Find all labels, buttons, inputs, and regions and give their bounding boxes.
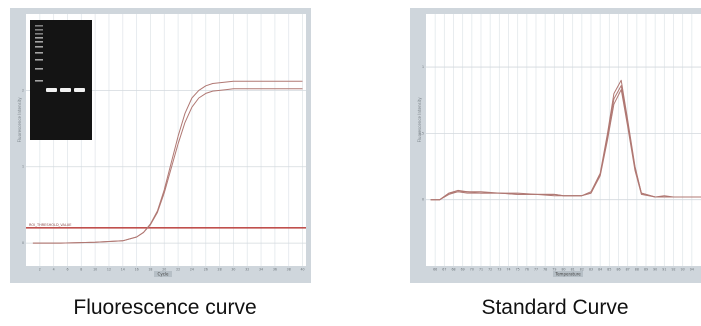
x-tick-label: 92 <box>671 268 675 272</box>
x-axis-ticks: 2 4 6 8 10 12 14 16 18 20 22 24 26 28 30 32 34 36 38 40 <box>39 268 305 272</box>
gel-ladder-lane <box>35 25 43 82</box>
gel-ladder-band <box>35 46 43 48</box>
y-tick-label: 0 <box>22 241 24 245</box>
x-axis-ticks: 66 67 68 69 70 71 72 73 74 75 76 77 78 79 80 81 82 83 84 85… <box>433 268 694 272</box>
x-tick-label: 76 <box>525 268 529 272</box>
x-tick-label: 22 <box>176 268 180 272</box>
y-tick-label: 0 <box>422 198 424 202</box>
gel-sample-band <box>74 88 85 92</box>
x-axis-label: Cycle <box>158 272 169 277</box>
x-tick-label: 90 <box>653 268 657 272</box>
x-tick-label: 67 <box>442 268 446 272</box>
x-tick-label: 73 <box>497 268 501 272</box>
gel-sample-bands <box>46 88 85 92</box>
y-axis-label: Fluorescence Intensity <box>417 97 422 143</box>
x-tick-label: 34 <box>259 268 263 272</box>
gel-image-inset <box>30 20 92 140</box>
gel-ladder-band <box>35 37 43 39</box>
x-tick-label: 36 <box>273 268 277 272</box>
x-tick-label: 68 <box>451 268 455 272</box>
y-tick-label: 2 <box>22 88 24 92</box>
x-tick-label: 26 <box>204 268 208 272</box>
x-tick-label: 32 <box>245 268 249 272</box>
x-axis-label: Temperature <box>554 272 581 277</box>
x-axis-label-box <box>154 271 172 277</box>
x-tick-label: 86 <box>616 268 620 272</box>
x-tick-label: 77 <box>534 268 538 272</box>
x-tick-label: 91 <box>662 268 666 272</box>
grid <box>426 14 701 266</box>
x-axis-label-box <box>553 271 583 277</box>
series-lines <box>430 79 701 201</box>
x-tick-label: 69 <box>461 268 465 272</box>
x-tick-label: 66 <box>433 268 437 272</box>
y-tick-label: 1 <box>422 65 424 69</box>
gel-ladder-band <box>35 68 43 70</box>
x-tick-label: 6 <box>66 268 68 272</box>
x-tick-label: 88 <box>635 268 639 272</box>
x-tick-label: 78 <box>543 268 547 272</box>
x-tick-label: 70 <box>470 268 474 272</box>
x-tick-label: 2 <box>39 268 41 272</box>
x-tick-label: 71 <box>479 268 483 272</box>
gel-sample-band <box>60 88 71 92</box>
caption-standard: Standard Curve <box>481 296 629 319</box>
fluorescence-chart: 012 2 4 6 8 10 12 14 16 18 20 22 24 26 28 30 32 34 36 38 40… <box>10 8 311 283</box>
y-axis-ticks: 0 1 2 <box>22 88 24 245</box>
series-line <box>430 85 701 201</box>
x-tick-label: 30 <box>231 268 235 272</box>
y-axis-ticks: 00.51 <box>419 65 424 202</box>
x-tick-label: 18 <box>148 268 152 272</box>
x-tick-label: 16 <box>135 268 139 272</box>
gel-ladder-band <box>35 52 43 54</box>
grid <box>26 14 306 266</box>
x-tick-label: 85 <box>607 268 611 272</box>
gel-ladder-band <box>35 80 43 82</box>
x-tick-label: 74 <box>506 268 510 272</box>
series-line <box>32 88 303 244</box>
x-tick-label: 24 <box>190 268 194 272</box>
x-tick-label: 94 <box>690 268 694 272</box>
series-lines <box>32 80 303 244</box>
gel-sample-band <box>46 88 57 92</box>
x-tick-label: 79 <box>552 268 556 272</box>
x-tick-label: 83 <box>589 268 593 272</box>
gel-ladder-band <box>35 29 43 31</box>
x-tick-label: 72 <box>488 268 492 272</box>
y-tick-label: 1 <box>22 165 24 169</box>
standard-chart: 00.51 66 67 68 69 70 71 72 73 74 75 76 77 78 79 80 81 82… <box>410 8 701 283</box>
x-tick-label: 80 <box>561 268 565 272</box>
x-tick-label: 8 <box>80 268 82 272</box>
x-tick-label: 28 <box>218 268 222 272</box>
x-tick-label: 20 <box>162 268 166 272</box>
x-tick-label: 38 <box>287 268 291 272</box>
x-tick-label: 87 <box>626 268 630 272</box>
gel-ladder-band <box>35 59 43 61</box>
x-tick-label: 93 <box>681 268 685 272</box>
x-tick-label: 89 <box>644 268 648 272</box>
threshold-label: ROI_THRESHOLD_VALUE <box>29 223 72 227</box>
x-tick-label: 84 <box>598 268 602 272</box>
gel-ladder-band <box>35 41 43 43</box>
gel-ladder-band <box>35 33 43 35</box>
y-tick-label: 0.5 <box>419 131 424 135</box>
x-tick-label: 75 <box>516 268 520 272</box>
x-tick-label: 82 <box>580 268 584 272</box>
y-axis-label: Fluorescence Intensity <box>17 97 22 143</box>
x-tick-label: 10 <box>93 268 97 272</box>
gel-ladder-band <box>35 25 43 27</box>
x-tick-label: 81 <box>571 268 575 272</box>
x-tick-label: 14 <box>121 268 125 272</box>
x-tick-label: 12 <box>107 268 111 272</box>
x-tick-label: 40 <box>301 268 305 272</box>
x-tick-label: 4 <box>53 268 55 272</box>
caption-fluorescence: Fluorescence curve <box>73 296 257 319</box>
